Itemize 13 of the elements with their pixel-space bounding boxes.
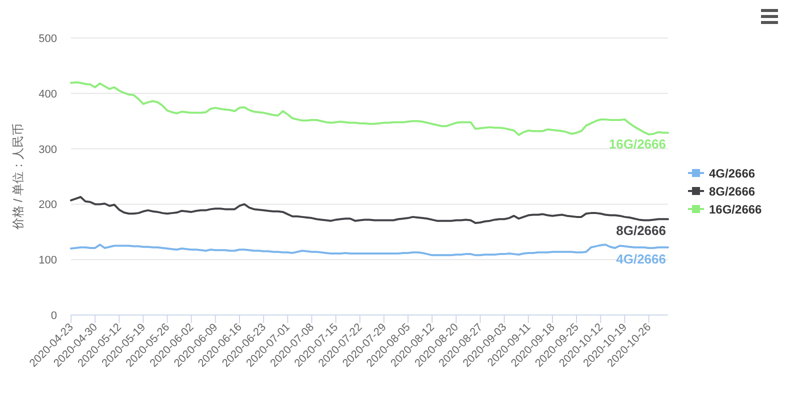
legend-label: 16G/2666 xyxy=(709,202,762,216)
y-axis-title: 价格 / 单位：人民币 xyxy=(11,123,25,231)
text: 8G/2666 xyxy=(616,223,666,238)
y-tick-label: 100 xyxy=(38,254,57,267)
legend-label: 4G/2666 xyxy=(709,166,756,180)
y-tick-label: 500 xyxy=(38,33,57,45)
y-tick-label: 200 xyxy=(38,199,57,212)
legend-label: 8G/2666 xyxy=(709,184,756,198)
y-tick-label: 300 xyxy=(38,144,57,156)
text: 4G/2666 xyxy=(616,251,666,266)
y-tick-label: 0 xyxy=(50,310,57,322)
text: 16G/2666 xyxy=(608,136,666,152)
y-tick-label: 400 xyxy=(38,88,57,100)
